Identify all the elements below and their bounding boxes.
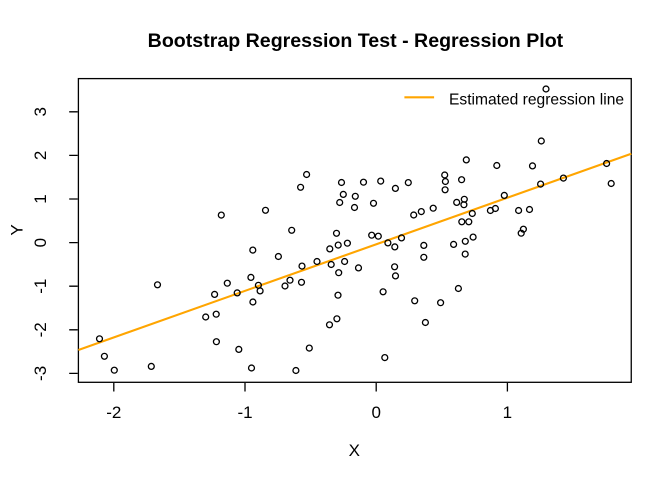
svg-text:X: X bbox=[349, 441, 360, 460]
svg-text:1: 1 bbox=[503, 403, 512, 422]
svg-text:-2: -2 bbox=[31, 322, 50, 337]
svg-text:2: 2 bbox=[31, 151, 50, 160]
svg-text:-1: -1 bbox=[237, 403, 252, 422]
svg-text:Y: Y bbox=[8, 224, 27, 235]
svg-text:-2: -2 bbox=[106, 403, 121, 422]
svg-text:-3: -3 bbox=[31, 366, 50, 381]
svg-text:3: 3 bbox=[31, 107, 50, 116]
svg-text:0: 0 bbox=[31, 238, 50, 247]
svg-text:1: 1 bbox=[31, 194, 50, 203]
svg-text:0: 0 bbox=[371, 403, 380, 422]
svg-text:Bootstrap Regression Test - Re: Bootstrap Regression Test - Regression P… bbox=[148, 30, 564, 52]
svg-text:-1: -1 bbox=[31, 279, 50, 294]
svg-text:Estimated regression line: Estimated regression line bbox=[449, 92, 624, 109]
